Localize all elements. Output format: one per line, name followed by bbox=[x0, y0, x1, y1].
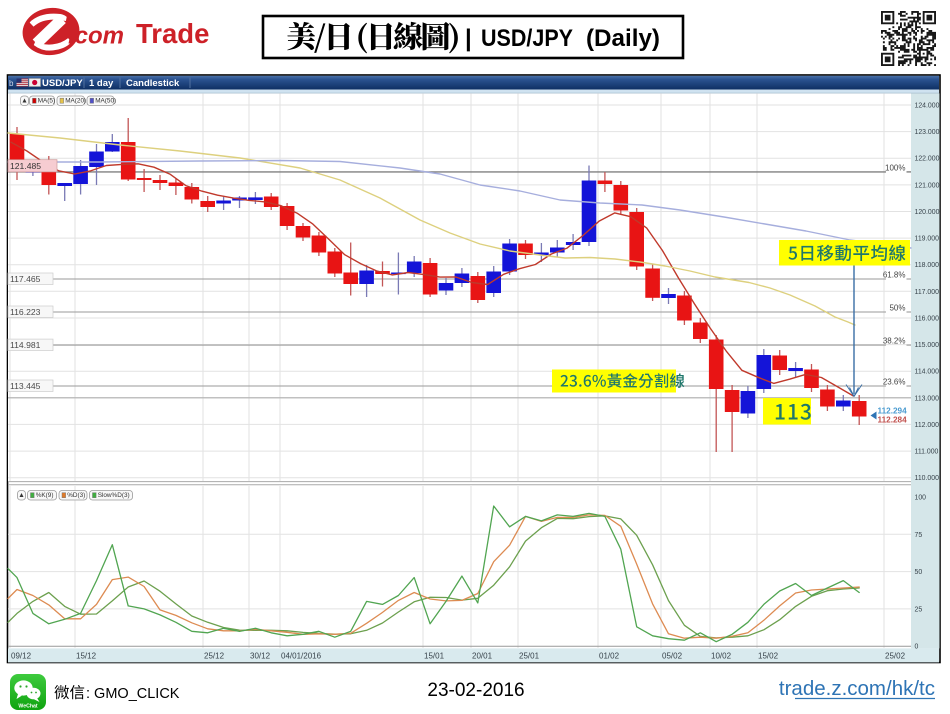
svg-text:117.000: 117.000 bbox=[915, 289, 940, 296]
svg-text:.com: .com bbox=[68, 23, 124, 50]
svg-text:23.6%: 23.6% bbox=[883, 378, 906, 387]
svg-text:113.445: 113.445 bbox=[10, 381, 41, 391]
svg-text:USD/JPY: USD/JPY bbox=[42, 78, 83, 89]
svg-text:15/12: 15/12 bbox=[76, 652, 97, 661]
svg-text:116.223: 116.223 bbox=[10, 307, 41, 317]
svg-text:100%: 100% bbox=[885, 163, 905, 172]
svg-text:114.000: 114.000 bbox=[915, 369, 940, 376]
svg-text:%D(3): %D(3) bbox=[67, 492, 85, 499]
svg-text:USD/JPY: USD/JPY bbox=[481, 25, 573, 52]
svg-text:61.8%: 61.8% bbox=[883, 271, 906, 280]
svg-text:25: 25 bbox=[915, 606, 923, 613]
svg-text:50%: 50% bbox=[889, 304, 905, 313]
svg-text:25/12: 25/12 bbox=[204, 652, 225, 661]
svg-text:15/02: 15/02 bbox=[758, 652, 779, 661]
svg-text:119.000: 119.000 bbox=[915, 236, 940, 243]
svg-text:(Daily): (Daily) bbox=[586, 25, 660, 52]
svg-text:20/01: 20/01 bbox=[472, 652, 493, 661]
svg-text:115.000: 115.000 bbox=[915, 342, 940, 349]
svg-text:10/02: 10/02 bbox=[711, 652, 732, 661]
svg-text:110.000: 110.000 bbox=[915, 475, 940, 482]
svg-text:121.485: 121.485 bbox=[10, 161, 41, 171]
svg-text:%K(9): %K(9) bbox=[36, 492, 54, 499]
svg-text:113.000: 113.000 bbox=[915, 395, 940, 402]
svg-text:01/02: 01/02 bbox=[599, 652, 620, 661]
svg-text:: GMO_CLICK: : GMO_CLICK bbox=[86, 686, 180, 702]
svg-text:25/01: 25/01 bbox=[519, 652, 540, 661]
svg-text:116.000: 116.000 bbox=[915, 316, 940, 323]
svg-text:23-02-2016: 23-02-2016 bbox=[427, 680, 524, 701]
svg-text:120.000: 120.000 bbox=[915, 209, 940, 216]
svg-text:38.2%: 38.2% bbox=[883, 337, 906, 346]
svg-text:112.294: 112.294 bbox=[878, 407, 908, 416]
svg-text:118.000: 118.000 bbox=[915, 262, 940, 269]
svg-text:MA(50): MA(50) bbox=[95, 98, 116, 105]
svg-text:1 day: 1 day bbox=[89, 78, 114, 89]
svg-text:MA(5): MA(5) bbox=[38, 98, 55, 105]
svg-text:112.000: 112.000 bbox=[915, 422, 940, 429]
svg-text:09/12: 09/12 bbox=[11, 652, 32, 661]
svg-text:117.465: 117.465 bbox=[10, 274, 41, 284]
svg-text:112.284: 112.284 bbox=[878, 416, 908, 425]
svg-text:124.000: 124.000 bbox=[915, 103, 940, 110]
svg-text:Candlestick: Candlestick bbox=[126, 78, 180, 89]
svg-text:b: b bbox=[9, 79, 14, 88]
svg-text:MA(20): MA(20) bbox=[65, 98, 86, 105]
svg-text:114.981: 114.981 bbox=[10, 340, 41, 350]
svg-text:122.000: 122.000 bbox=[915, 156, 940, 163]
svg-text:|: | bbox=[465, 25, 472, 52]
svg-text:30/12: 30/12 bbox=[250, 652, 271, 661]
svg-text:75: 75 bbox=[915, 532, 923, 539]
svg-text:05/02: 05/02 bbox=[662, 652, 683, 661]
svg-text:WeChat: WeChat bbox=[18, 704, 37, 710]
svg-text:Slow%D(3): Slow%D(3) bbox=[98, 492, 130, 499]
svg-text:15/01: 15/01 bbox=[424, 652, 445, 661]
svg-text:50: 50 bbox=[915, 569, 923, 576]
svg-text:123.000: 123.000 bbox=[915, 129, 940, 136]
svg-text:Trade: Trade bbox=[136, 18, 209, 49]
svg-text:04/01/2016: 04/01/2016 bbox=[281, 652, 322, 661]
svg-text:111.000: 111.000 bbox=[915, 449, 939, 456]
svg-text:100: 100 bbox=[915, 495, 927, 502]
svg-text:121.000: 121.000 bbox=[915, 182, 940, 189]
svg-text:trade.z.com/hk/tc: trade.z.com/hk/tc bbox=[779, 677, 935, 700]
svg-text:25/02: 25/02 bbox=[885, 652, 906, 661]
svg-text:0: 0 bbox=[915, 644, 919, 651]
